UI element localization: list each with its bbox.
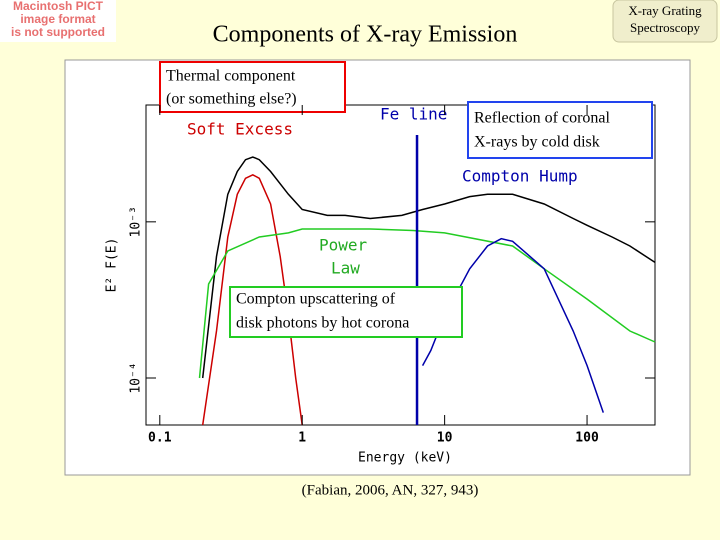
x-tick-label: 10 xyxy=(437,431,453,446)
placeholder: is not supported xyxy=(11,25,105,39)
annotation: Law xyxy=(331,259,360,278)
placeholder-box xyxy=(0,0,116,42)
placeholder: Macintosh PICT xyxy=(13,0,104,13)
title: Components of X-ray Emission xyxy=(213,22,518,48)
curve xyxy=(198,228,656,379)
annotation: Fe line xyxy=(380,105,447,124)
curve xyxy=(201,156,656,379)
annotation: disk photons by hot corona xyxy=(236,315,409,332)
axes-frame xyxy=(145,104,656,426)
citation: (Fabian, 2006, AN, 327, 943) xyxy=(302,482,479,498)
x-axis-label: Energy (keV) xyxy=(358,451,452,466)
reflection-box xyxy=(467,101,653,159)
annotation: Power xyxy=(319,236,368,255)
annotation: Soft Excess xyxy=(187,120,293,139)
annotation: Reflection of coronal xyxy=(474,110,611,127)
annotation: Compton upscattering of xyxy=(236,291,396,308)
annotation: Thermal component xyxy=(166,68,296,85)
annotation: X-rays by cold disk xyxy=(474,134,600,151)
annotation: (or something else?) xyxy=(166,91,297,108)
annotation: Compton Hump xyxy=(462,167,578,186)
upscatter-box xyxy=(229,286,463,338)
y-tick-label: 10⁻⁴ xyxy=(129,362,144,393)
thermal-box xyxy=(159,61,346,113)
corner-box xyxy=(612,0,718,43)
y-tick-label: 10⁻³ xyxy=(129,206,144,237)
x-tick-label: 100 xyxy=(575,431,599,446)
placeholder: image format xyxy=(20,12,95,26)
x-tick-label: 0.1 xyxy=(148,431,172,446)
corner-note: X-ray Grating Spectroscopy xyxy=(628,3,702,35)
y-axis-label: E² F(E) xyxy=(105,238,120,293)
x-tick-label: 1 xyxy=(298,431,306,446)
